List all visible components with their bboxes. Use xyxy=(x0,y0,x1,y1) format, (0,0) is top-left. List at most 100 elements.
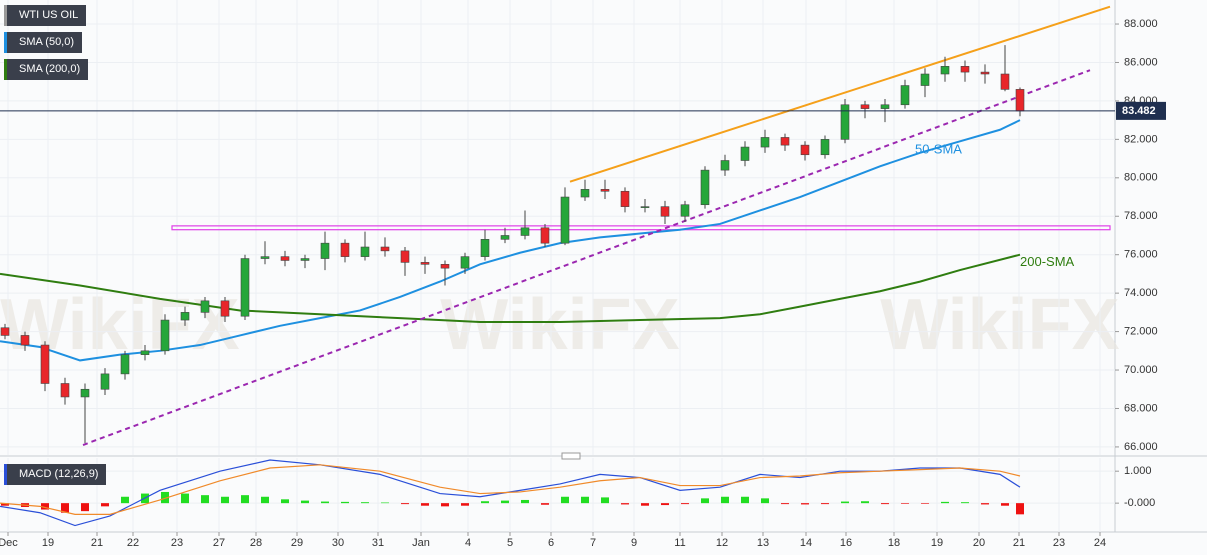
x-tick-label: 9 xyxy=(631,537,637,549)
candle-body xyxy=(320,242,330,259)
y-tick-label: 70.000 xyxy=(1124,364,1158,376)
y-tick-label: -0.000 xyxy=(1124,497,1155,509)
last-price-tag xyxy=(1116,101,1166,120)
macd-histogram-bar xyxy=(461,503,469,506)
candle-body xyxy=(240,258,250,317)
macd-histogram-bar xyxy=(401,503,409,505)
x-tick-label: 14 xyxy=(800,537,812,549)
candle-body xyxy=(660,206,670,217)
x-tick-label: Jan xyxy=(412,537,430,549)
candle-body xyxy=(1015,89,1025,112)
macd-histogram-bar xyxy=(161,491,169,504)
x-tick-label: 30 xyxy=(332,537,344,549)
candle-body xyxy=(900,85,910,106)
y-tick-label: 88.000 xyxy=(1124,18,1158,30)
candle-body xyxy=(140,350,150,355)
y-tick-label: 82.000 xyxy=(1124,133,1158,145)
macd-histogram-bar xyxy=(741,496,749,504)
macd-histogram-bar xyxy=(101,503,109,507)
x-tick-label: 24 xyxy=(1094,537,1106,549)
legend-sma50[interactable]: SMA (50,0) xyxy=(4,32,83,53)
legend-sma200[interactable]: SMA (200,0) xyxy=(4,59,89,80)
candle-body xyxy=(640,206,650,208)
macd-histogram-bar xyxy=(61,503,69,513)
candle-body xyxy=(40,344,50,384)
series-label: 50-SMA xyxy=(915,142,962,157)
macd-histogram-bar xyxy=(861,501,869,504)
y-tick-label: 76.000 xyxy=(1124,249,1158,261)
candle-body xyxy=(540,227,550,244)
x-tick-label: 12 xyxy=(716,537,728,549)
x-tick-label: Dec xyxy=(0,537,18,549)
macd-histogram-bar xyxy=(701,498,709,504)
x-tick-label: 19 xyxy=(42,537,54,549)
macd-histogram-bar xyxy=(181,493,189,504)
candle-body xyxy=(860,104,870,109)
macd-histogram-bar xyxy=(781,503,789,505)
x-tick-label: 4 xyxy=(465,537,471,549)
macd-histogram-bar xyxy=(821,503,829,505)
macd-histogram-bar xyxy=(901,503,909,504)
candle-body xyxy=(260,256,270,259)
candle-body xyxy=(780,137,790,146)
moving-average xyxy=(0,119,1021,362)
y-tick-label: 74.000 xyxy=(1124,287,1158,299)
candle-body xyxy=(980,71,990,75)
watermark: WikiFX xyxy=(440,285,679,365)
y-tick-label: 78.000 xyxy=(1124,210,1158,222)
macd-histogram-bar xyxy=(281,499,289,504)
x-tick-label: 21 xyxy=(1013,537,1025,549)
legend-macd[interactable]: MACD (12,26,9) xyxy=(4,464,107,485)
x-tick-label: 28 xyxy=(250,537,262,549)
resize-grip[interactable] xyxy=(561,452,581,460)
trend-line xyxy=(569,5,1111,183)
candle-body xyxy=(880,104,890,109)
macd-histogram-bar xyxy=(241,495,249,504)
macd-histogram-bar xyxy=(661,503,669,506)
candle-body xyxy=(820,139,830,156)
legend-symbol[interactable]: WTI US OIL xyxy=(4,5,87,26)
x-tick-label: 23 xyxy=(1053,537,1065,549)
candle-body xyxy=(340,242,350,257)
x-tick-label: 31 xyxy=(372,537,384,549)
y-tick-label: 80.000 xyxy=(1124,172,1158,184)
macd-histogram-bar xyxy=(921,503,929,504)
macd-histogram-bar xyxy=(341,501,349,504)
macd-histogram-bar xyxy=(541,503,549,505)
y-tick-label: 66.000 xyxy=(1124,441,1158,453)
candle-body xyxy=(80,388,90,398)
x-tick-label: 29 xyxy=(291,537,303,549)
resistance-zone xyxy=(171,225,1111,231)
macd-histogram-bar xyxy=(641,503,649,506)
candle-body xyxy=(180,312,190,321)
candle-body xyxy=(840,104,850,140)
candle-body xyxy=(280,256,290,261)
candle-body xyxy=(120,354,130,375)
x-tick-label: 21 xyxy=(91,537,103,549)
y-tick-label: 68.000 xyxy=(1124,402,1158,414)
candle-body xyxy=(380,246,390,252)
macd-histogram-bar xyxy=(41,503,49,510)
y-tick-label: 86.000 xyxy=(1124,56,1158,68)
candle-body xyxy=(500,235,510,240)
macd-histogram-bar xyxy=(561,496,569,504)
macd-histogram-bar xyxy=(941,501,949,504)
candle-body xyxy=(460,256,470,269)
macd-histogram-bar xyxy=(681,503,689,505)
candle-body xyxy=(100,373,110,390)
macd-histogram-bar xyxy=(261,496,269,504)
macd-histogram-bar xyxy=(581,496,589,504)
macd-histogram-bar xyxy=(321,501,329,504)
macd-histogram-bar xyxy=(1,503,9,506)
candle-body xyxy=(520,227,530,236)
macd-histogram-bar xyxy=(721,496,729,504)
candle-body xyxy=(600,189,610,192)
trend-line xyxy=(82,69,1091,446)
macd-histogram-bar xyxy=(1001,503,1009,506)
macd-histogram-bar xyxy=(381,502,389,504)
candle-body xyxy=(200,300,210,313)
macd-histogram-bar xyxy=(301,500,309,504)
macd-histogram-bar xyxy=(121,496,129,504)
macd-histogram-bar xyxy=(981,503,989,505)
macd-histogram-bar xyxy=(881,503,889,505)
